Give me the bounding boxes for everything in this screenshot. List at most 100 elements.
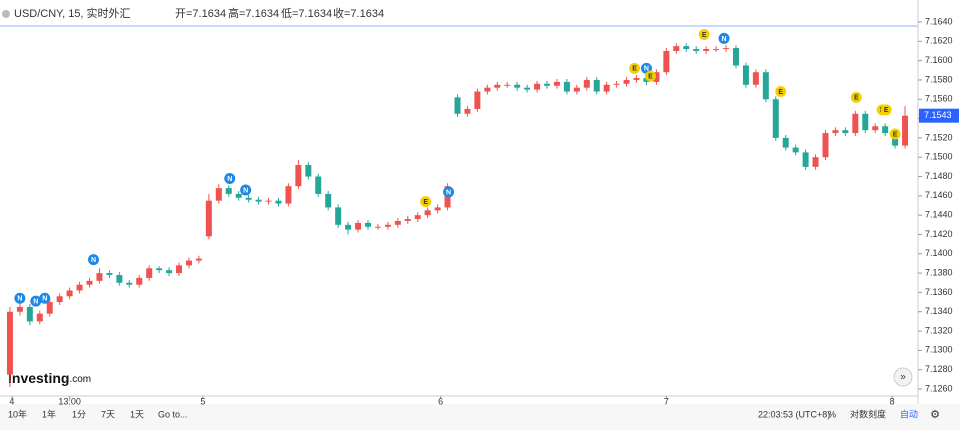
ohlc-high: 高=7.1634 <box>228 6 279 20</box>
candle-body <box>374 226 381 228</box>
candle-body <box>693 49 700 51</box>
symbol[interactable]: USD/CNY, 15, 实时外汇 <box>14 6 131 20</box>
candle-body <box>205 200 212 237</box>
event-label: E <box>632 66 637 73</box>
candle-body <box>96 273 103 281</box>
y-tick-label: 7.1560 <box>925 94 953 104</box>
range-button[interactable]: 1分 <box>72 409 86 419</box>
candle-body <box>732 48 739 66</box>
candle-body <box>573 87 580 92</box>
candle-body <box>394 220 401 225</box>
x-tick-label: 4 <box>9 396 14 406</box>
y-tick-label: 7.1480 <box>925 171 953 181</box>
candle-body <box>146 268 153 278</box>
candle-body <box>752 72 759 85</box>
range-button[interactable]: 10年 <box>8 408 27 419</box>
auto-button[interactable]: 自动 <box>900 408 918 419</box>
y-tick-label: 7.1340 <box>925 306 953 316</box>
event-label: E <box>854 95 859 102</box>
candle-body <box>762 72 769 100</box>
candle-body <box>106 273 113 276</box>
event-badge <box>224 172 236 184</box>
y-tick-label: 7.1440 <box>925 210 953 220</box>
settings-icon[interactable]: ⚙ <box>930 409 940 421</box>
x-tick-label: 5 <box>200 396 205 406</box>
candle-body <box>872 126 879 131</box>
event-badge <box>39 292 51 304</box>
candle-body <box>802 152 809 167</box>
symbol-icon <box>2 10 10 18</box>
ohlc-close: 收=7.1634 <box>333 6 384 20</box>
event-label: N <box>17 296 22 303</box>
candle-body <box>16 306 23 312</box>
goto-button[interactable]: Go to... <box>158 409 188 419</box>
candle-body <box>364 222 371 227</box>
candle-body <box>514 84 521 88</box>
y-tick-label: 7.1300 <box>925 345 953 355</box>
candle-body <box>842 130 849 134</box>
candle-body <box>225 188 232 194</box>
candle-body <box>544 83 551 86</box>
y-tick-label: 7.1400 <box>925 248 953 258</box>
candle-body <box>176 265 183 274</box>
candle-body <box>454 97 461 114</box>
candle-body <box>245 197 252 200</box>
candle-body <box>852 113 859 134</box>
percent-button[interactable]: % <box>828 409 836 419</box>
range-button[interactable]: 1年 <box>42 408 56 419</box>
ohlc-low: 低=7.1634 <box>281 7 332 20</box>
candle-body <box>623 79 630 84</box>
candle-body <box>613 83 620 85</box>
x-tick-label: 8 <box>890 396 895 406</box>
candle-body <box>713 49 720 51</box>
candle-body <box>484 87 491 92</box>
candle-body <box>26 306 33 322</box>
candle-body <box>593 79 600 92</box>
candle-body <box>126 282 133 285</box>
scroll-button[interactable] <box>893 367 913 387</box>
candle-body <box>136 277 143 285</box>
event-label: E <box>702 32 707 39</box>
candle-body <box>504 84 511 86</box>
log-button[interactable]: 对数刻度 <box>850 408 886 419</box>
candle-body <box>772 99 779 138</box>
candle-body <box>275 200 282 204</box>
candle-body <box>524 87 531 90</box>
toolbar <box>0 404 960 430</box>
candle-body <box>166 270 173 274</box>
range-button[interactable]: 7天 <box>101 409 115 419</box>
candle-body <box>603 84 610 92</box>
candle-body <box>46 302 53 314</box>
logo: Investing.com <box>8 370 91 386</box>
candle-body <box>683 46 690 50</box>
candle-body <box>384 224 391 227</box>
event-badge <box>698 29 710 41</box>
candle-body <box>653 72 660 82</box>
candle-body <box>782 137 789 148</box>
candle-body <box>822 133 829 158</box>
event-badge <box>850 91 862 103</box>
event-badge <box>14 292 26 304</box>
event-label: N <box>644 66 649 73</box>
candle-body <box>663 50 670 73</box>
y-tick-label: 7.1640 <box>925 16 953 26</box>
candle-body <box>66 290 73 297</box>
scroll-icon[interactable]: » <box>900 372 906 383</box>
candle-body <box>345 224 352 230</box>
candle-body <box>305 164 312 177</box>
range-button[interactable]: 1天 <box>130 409 144 419</box>
event-badge <box>718 32 730 44</box>
event-label: E <box>893 131 898 138</box>
candle-body <box>215 188 222 201</box>
y-tick-label: 7.1420 <box>925 229 953 239</box>
candle-body <box>742 65 749 85</box>
candle-body <box>285 186 292 204</box>
y-tick-label: 7.1460 <box>925 190 953 200</box>
last-price-box <box>919 108 959 123</box>
candle-body <box>36 313 43 322</box>
candle-body <box>116 275 123 283</box>
candle-body <box>643 78 650 82</box>
y-tick-label: 7.1620 <box>925 36 953 46</box>
last-price-label: 7.1543 <box>924 110 952 120</box>
y-tick-label: 7.1260 <box>925 383 953 393</box>
